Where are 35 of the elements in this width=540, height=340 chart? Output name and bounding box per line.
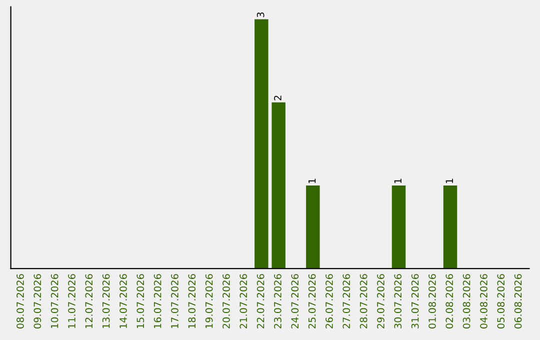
- x-tick-label: 31.07.2026: [411, 274, 419, 328]
- x-tick-label: 25.07.2026: [308, 274, 316, 328]
- x-tick-label: 13.07.2026: [102, 274, 110, 328]
- x-tick-label: 05.08.2026: [497, 274, 505, 328]
- x-tick-label: 04.08.2026: [480, 274, 488, 328]
- x-tick-label: 09.07.2026: [34, 274, 42, 328]
- x-tick-label: 08.07.2026: [16, 274, 24, 328]
- x-tick-label: 27.07.2026: [342, 274, 350, 328]
- data-label: 3: [256, 12, 264, 18]
- x-tick-label: 16.07.2026: [154, 274, 162, 328]
- data-label: 1: [446, 178, 453, 184]
- x-tick-label: 12.07.2026: [85, 274, 93, 328]
- x-tick-label: 03.08.2026: [462, 274, 470, 328]
- x-tick-label: 02.08.2026: [446, 274, 454, 328]
- data-label: 1: [394, 178, 402, 184]
- x-tick-label: 10.07.2026: [50, 274, 58, 328]
- x-tick-label: 19.07.2026: [205, 274, 213, 328]
- x-tick-label: 21.07.2026: [240, 274, 248, 328]
- x-tick-label: 29.07.2026: [377, 274, 384, 328]
- data-label: 2: [274, 96, 282, 100]
- data-label: 1: [308, 178, 316, 184]
- x-tick-label: 26.07.2026: [326, 274, 333, 328]
- x-tick-label: 11.07.2026: [68, 274, 76, 328]
- x-tick-label: 01.08.2026: [428, 274, 436, 328]
- x-tick-label: 24.07.2026: [291, 274, 299, 328]
- x-tick-label: 28.07.2026: [360, 274, 368, 328]
- x-tick-label: 20.07.2026: [222, 274, 230, 328]
- x-tick-label: 14.07.2026: [120, 274, 127, 328]
- x-tick-label: 30.07.2026: [394, 274, 402, 328]
- x-tick-label: 18.07.2026: [188, 274, 196, 328]
- x-tick-label: 06.08.2026: [514, 274, 522, 328]
- x-tick-label: 23.07.2026: [274, 274, 282, 328]
- x-tick-label: 22.07.2026: [256, 274, 264, 328]
- x-tick-label: 15.07.2026: [136, 274, 144, 328]
- x-tick-label: 17.07.2026: [171, 274, 178, 328]
